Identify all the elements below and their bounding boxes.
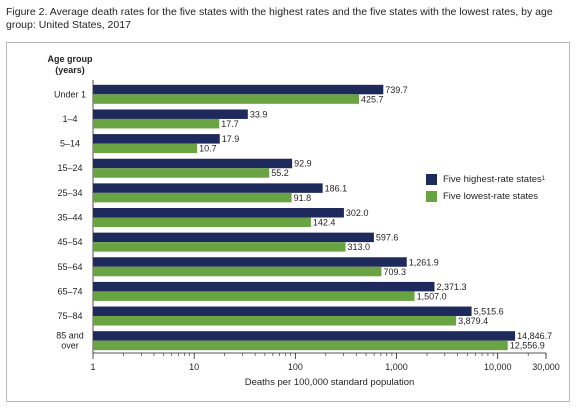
data-label: 142.4 (313, 218, 336, 228)
bar-high (93, 257, 407, 267)
category-label: 35–44 (57, 213, 82, 223)
data-label: 55.2 (271, 168, 289, 178)
data-label: 425.7 (361, 94, 384, 104)
data-label: 313.0 (348, 242, 371, 252)
legend-item-low: Five lowest-rate states (426, 189, 545, 203)
bar-low (93, 143, 198, 154)
data-label: 14,846.7 (517, 331, 552, 341)
category-label: 15–24 (57, 163, 82, 173)
tick-label: 100 (288, 362, 303, 372)
y-axis-title-line: Age group (48, 54, 93, 64)
legend-item-high: Five highest-rate states 1 (426, 172, 545, 186)
legend-footnote-mark: 1 (541, 176, 546, 182)
bar-low (93, 217, 311, 227)
legend-label-high: Five highest-rate states (443, 173, 542, 185)
legend-swatch-high (426, 173, 437, 185)
data-label: 1,507.0 (417, 291, 447, 301)
category-label: 85 and (56, 331, 84, 341)
figure-title: Figure 2. Average death rates for the fi… (6, 6, 553, 31)
bar-high (93, 109, 248, 119)
category-label: over (61, 341, 79, 351)
data-label: 92.9 (294, 159, 312, 169)
bar-low (93, 192, 292, 203)
category-label: 1–4 (62, 114, 77, 124)
data-label: 17.7 (221, 119, 239, 129)
tick-label: 10 (189, 362, 199, 372)
bar-low (93, 266, 382, 277)
tick-label: 10,000 (484, 362, 512, 372)
category-label: 25–34 (57, 188, 82, 198)
data-label: 91.8 (294, 193, 312, 203)
data-label: 1,261.9 (409, 257, 439, 267)
x-axis-title: Deaths per 100,000 standard population (245, 377, 415, 388)
data-label: 302.0 (346, 208, 369, 218)
data-label: 186.1 (325, 183, 348, 193)
legend-swatch-low (426, 190, 437, 202)
category-label: 5–14 (60, 139, 80, 149)
bar-high (93, 281, 435, 292)
data-label: 2,371.3 (436, 282, 466, 292)
data-label: 10.7 (199, 144, 217, 154)
bar-high (93, 158, 293, 169)
bar-high (93, 331, 516, 341)
bar-low (93, 168, 270, 178)
y-axis-title-line: (years) (55, 65, 85, 75)
data-label: 739.7 (385, 85, 408, 95)
data-label: 12,556.9 (510, 341, 545, 351)
tick-label: 30,000 (532, 362, 560, 372)
category-label: 45–54 (57, 237, 82, 247)
bar-low (93, 316, 457, 326)
data-label: 17.9 (222, 134, 240, 144)
legend: Five highest-rate states 1 Five lowest-ra… (426, 172, 545, 206)
legend-label-low: Five lowest-rate states (443, 190, 539, 202)
bar-high (93, 306, 472, 317)
data-label: 597.6 (376, 233, 399, 243)
category-label: Under 1 (54, 89, 86, 99)
bar-low (93, 94, 360, 104)
bar-low (93, 118, 220, 129)
category-label: 65–74 (57, 286, 82, 296)
tick-label: 1 (90, 362, 95, 372)
tick-label: 1,000 (385, 362, 408, 372)
bar-low (93, 242, 346, 252)
category-label: 55–64 (57, 262, 82, 272)
data-label: 3,879.4 (458, 316, 488, 326)
bar-high (93, 232, 374, 243)
data-label: 5,515.6 (474, 307, 504, 317)
category-label: 75–84 (57, 311, 82, 321)
bar-low (93, 291, 415, 301)
bar-high (93, 134, 220, 144)
chart-frame (6, 42, 570, 402)
bar-high (93, 84, 384, 95)
bar-low (93, 340, 508, 351)
bar-high (93, 183, 323, 193)
bar-high (93, 208, 344, 218)
data-label: 709.3 (383, 267, 406, 277)
data-label: 33.9 (250, 109, 268, 119)
